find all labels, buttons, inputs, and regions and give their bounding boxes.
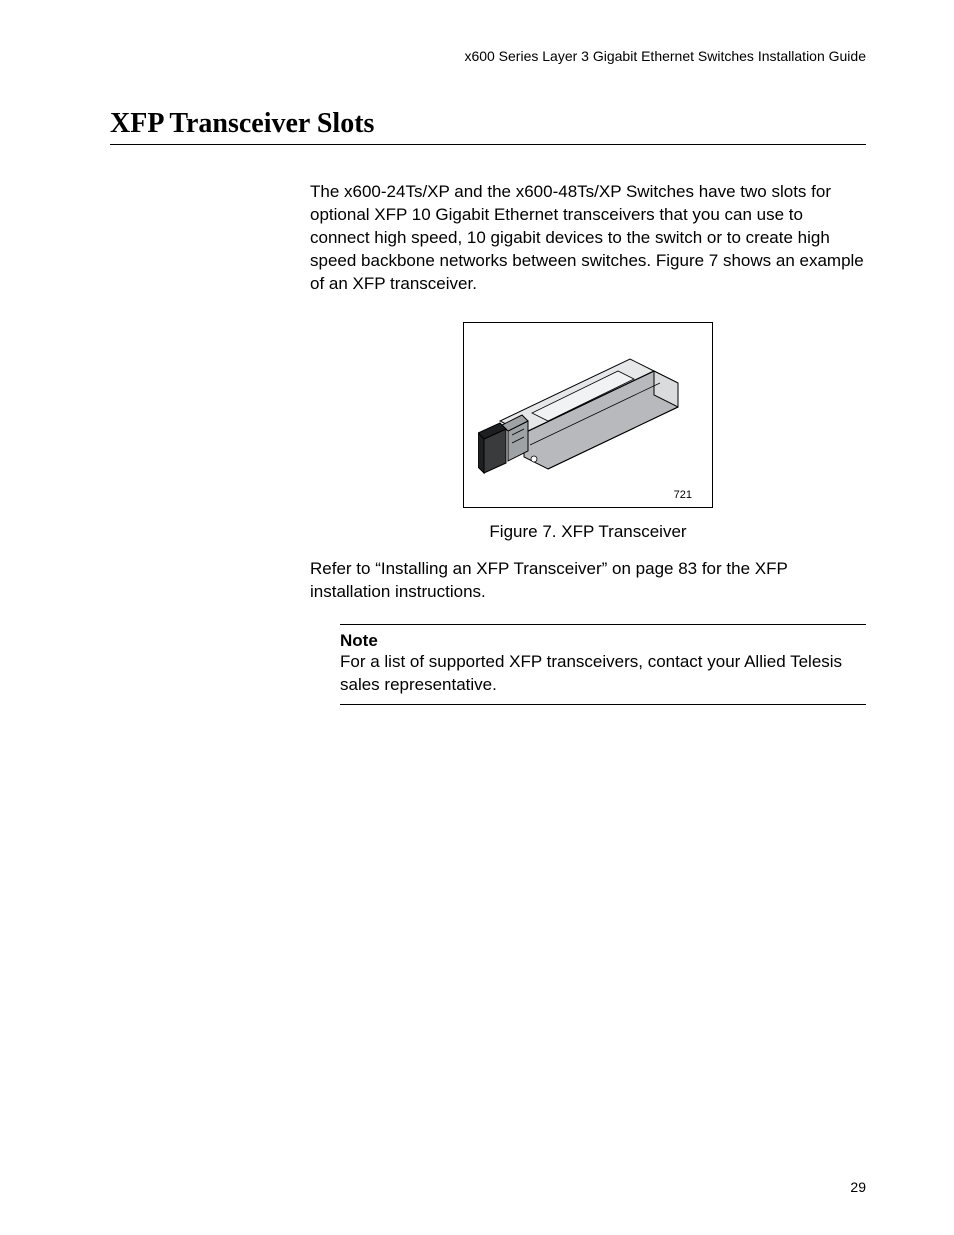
note-block: Note For a list of supported XFP transce…: [340, 624, 866, 706]
running-head: x600 Series Layer 3 Gigabit Ethernet Swi…: [110, 48, 866, 64]
page-number: 29: [850, 1179, 866, 1195]
paragraph-1: The x600-24Ts/XP and the x600-48Ts/XP Sw…: [310, 181, 866, 296]
note-text: For a list of supported XFP transceivers…: [340, 651, 866, 697]
section-title: XFP Transceiver Slots: [110, 108, 866, 140]
figure-caption: Figure 7. XFP Transceiver: [310, 522, 866, 542]
figure-id-label: 721: [478, 489, 698, 501]
title-rule: [110, 144, 866, 145]
page: x600 Series Layer 3 Gigabit Ethernet Swi…: [0, 0, 954, 1235]
figure-7: 721 Figure 7. XFP Transceiver: [310, 322, 866, 542]
xfp-transceiver-icon: [478, 335, 698, 485]
paragraph-2: Refer to “Installing an XFP Transceiver”…: [310, 558, 866, 604]
body-column: The x600-24Ts/XP and the x600-48Ts/XP Sw…: [310, 181, 866, 705]
note-label: Note: [340, 631, 866, 651]
figure-box: 721: [463, 322, 713, 508]
